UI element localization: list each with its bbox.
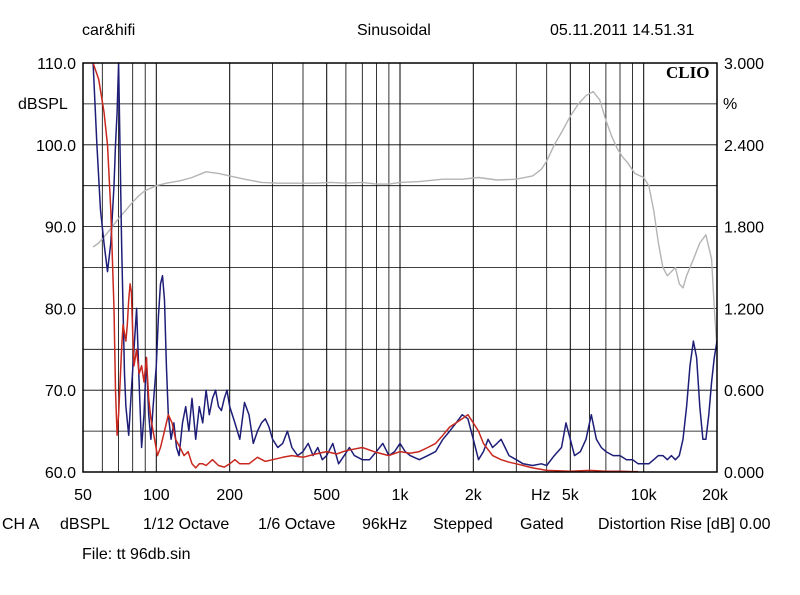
y2-axis-unit: % <box>723 96 737 113</box>
y-tick-label: 90.0 <box>45 220 76 237</box>
y2-tick-label: 3.000 <box>724 56 764 73</box>
red-curve <box>92 62 639 473</box>
status-item: 96kHz <box>362 516 408 533</box>
y-axis-unit: dBSPL <box>18 96 68 113</box>
gray-curve <box>92 90 718 350</box>
x-tick-label: 2k <box>465 487 483 504</box>
x-tick-label: 5k <box>562 487 580 504</box>
y-tick-label: 80.0 <box>45 301 76 318</box>
status-item: CH A <box>2 516 40 533</box>
y2-tick-label: 0.600 <box>724 383 764 400</box>
x-tick-label: 1k <box>392 487 410 504</box>
file-name: File: tt 96db.sin <box>82 546 191 563</box>
x-tick-label: 500 <box>313 487 340 504</box>
clio-logo: CLIO <box>666 63 709 82</box>
status-item: dBSPL <box>60 516 110 533</box>
measurement-chart: 60.0 70.0 80.0 90.0 100.0 110.0 0.000 0.600 1.2… <box>18 56 764 504</box>
x-tick-labels: 50 100 200 500 1k 2k 5k 10k 20k <box>74 487 729 504</box>
x-tick-label: 200 <box>216 487 243 504</box>
header-center: Sinusoidal <box>357 22 431 39</box>
series-layer <box>92 62 718 473</box>
status-item: Distortion Rise [dB] 0.00 <box>598 516 771 533</box>
y-tick-label: 70.0 <box>45 383 76 400</box>
x-tick-label: 50 <box>74 487 92 504</box>
y-tick-labels: 60.0 70.0 80.0 90.0 100.0 110.0 <box>36 56 76 482</box>
header-timestamp: 05.11.2011 14.51.31 <box>550 22 695 39</box>
x-axis-unit: Hz <box>531 487 551 504</box>
header-left: car&hifi <box>82 22 136 39</box>
blue-curve <box>92 62 718 467</box>
y2-tick-label: 0.000 <box>724 465 764 482</box>
y-tick-label: 100.0 <box>36 138 76 155</box>
y2-tick-label: 1.200 <box>724 301 764 318</box>
status-item: 1/6 Octave <box>258 516 336 533</box>
status-item: Stepped <box>433 516 493 533</box>
status-item: Gated <box>520 516 564 533</box>
plot-frame <box>82 62 718 473</box>
status-item: 1/12 Octave <box>143 516 230 533</box>
y2-tick-labels: 0.000 0.600 1.200 1.800 2.400 3.000 <box>724 56 764 482</box>
x-tick-label: 20k <box>702 487 729 504</box>
y-tick-label: 110.0 <box>37 56 76 73</box>
y2-tick-label: 1.800 <box>724 220 764 237</box>
x-tick-label: 100 <box>143 487 170 504</box>
x-tick-label: 10k <box>631 487 658 504</box>
y2-tick-label: 2.400 <box>724 138 764 155</box>
y-tick-label: 60.0 <box>45 465 76 482</box>
